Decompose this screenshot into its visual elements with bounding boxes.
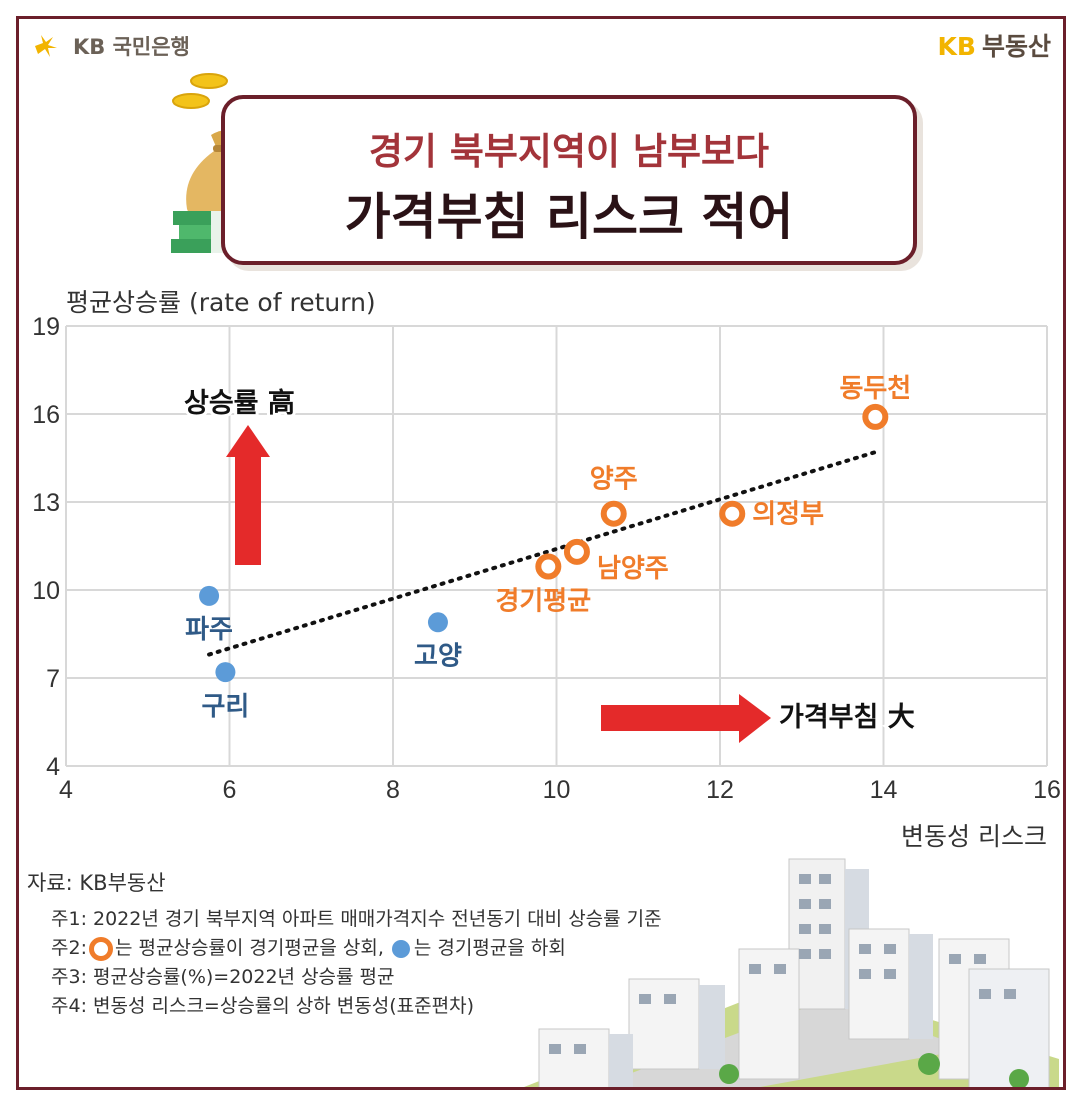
above-average-marker-icon [88,936,113,961]
data-point-below [427,612,448,633]
data-point-below [215,662,236,683]
scatter-chart: 4 6 8 10 12 14 16 4 7 10 13 16 19 평균상승률 (rate of ret… [32,288,1061,851]
title-box: 경기 북부지역이 남부보다 가격부침 리스크 적어 [221,95,917,265]
kb-bank-logo: KB 국민은행 [31,29,190,63]
note-1: 주1: 2022년 경기 북부지역 아파트 매매가격지수 전년동기 대비 상승률… [51,908,662,930]
kb-real-estate-logo: KB 부동산 [938,27,1051,63]
callout-up: 상승률 高 [184,387,295,419]
axis-ticks: 4 6 8 10 12 14 16 4 7 10 13 16 19 [32,313,1061,804]
data-point-label: 동두천 [839,374,911,404]
data-point-above [719,500,746,527]
data-point-above [862,403,889,430]
note-2-prefix: 주2: [51,937,87,959]
kb-star-icon [35,35,57,57]
y-tick-label: 16 [32,401,60,429]
x-tick-label: 8 [386,776,400,804]
y-tick-label: 13 [32,489,60,517]
data-point-below [199,585,220,606]
x-tick-label: 4 [59,776,73,804]
note-2-below: 는 경기평균을 하회 [413,937,566,959]
x-tick-label: 14 [870,776,898,804]
note-2: 주2: 는 평균상승률이 경기평균을 상회, 는 경기평균을 하회 [51,934,662,963]
x-tick-label: 12 [706,776,734,804]
data-point-above [535,553,562,580]
city-buildings-illustration [524,858,1059,1087]
data-point-label: 고양 [414,641,462,671]
data-point-above [600,500,627,527]
infographic-frame: KB 국민은행 KB 부동산 경기 북부지역이 남부보다 가격부침 리스크 적어 … [16,16,1066,1090]
note-4: 주4: 변동성 리스크=상승률의 상하 변동성(표준편차) [51,995,474,1017]
up-arrow-icon [226,425,270,565]
data-point-label: 남양주 [597,554,669,584]
source-note: 자료: KB부동산 [27,871,166,895]
x-tick-label: 6 [223,776,237,804]
y-tick-label: 7 [46,665,60,693]
notes: 자료: KB부동산 주1: 2022년 경기 북부지역 아파트 매매가격지수 전… [27,867,662,1021]
data-point-label: 의정부 [752,500,824,530]
x-tick-label: 10 [543,776,571,804]
right-arrow-icon [601,694,771,743]
data-point-label: 경기평균 [495,587,591,617]
y-tick-label: 4 [46,753,60,781]
x-tick-label: 16 [1033,776,1061,804]
callout-right: 가격부침 大 [779,702,915,733]
brand-name: 부동산 [981,32,1051,61]
y-tick-label: 10 [32,577,60,605]
bank-name: KB 국민은행 [73,35,190,59]
x-axis-title: 변동성 리스크 [901,822,1047,851]
data-point-label: 양주 [590,465,638,495]
data-point-above [563,538,590,565]
y-axis-title: 평균상승률 (rate of return) [66,288,376,317]
brand-kb: KB [937,32,976,61]
trend-line [207,450,878,657]
data-point-label: 파주 [185,615,233,645]
title-line-1: 경기 북부지역이 남부보다 [368,130,770,173]
note-2-above: 는 평균상승률이 경기평균을 상회, [114,937,384,959]
title-line-2: 가격부침 리스크 적어 [344,188,794,246]
data-point-label: 구리 [201,692,249,722]
y-tick-label: 19 [32,313,60,341]
note-3: 주3: 평균상승률(%)=2022년 상승률 평균 [51,966,395,988]
below-average-marker-icon [391,939,410,958]
